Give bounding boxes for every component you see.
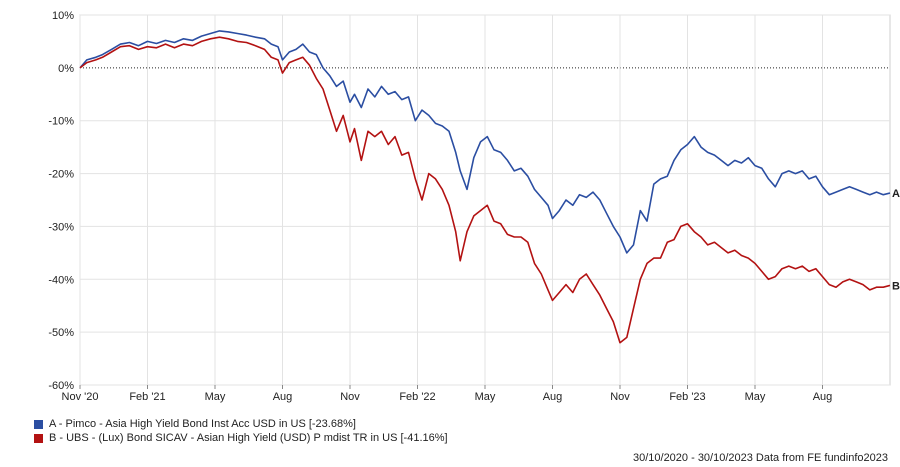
x-tick-label: Aug — [813, 391, 833, 403]
legend-entry-a: A - Pimco - Asia High Yield Bond Inst Ac… — [34, 417, 448, 431]
y-tick-label: 10% — [52, 10, 74, 22]
x-tick-label: Feb '23 — [669, 391, 705, 403]
y-tick-label: -60% — [48, 380, 74, 392]
line-chart: 10% 0% -10% -20% -30% -40% -50% -60% Nov '20 Feb… — [48, 10, 900, 403]
legend-label-a: A - Pimco - Asia High Yield Bond Inst Ac… — [49, 418, 356, 430]
legend-swatch-b — [34, 433, 43, 443]
series-line-b — [79, 36, 891, 344]
x-tick-label: Nov — [340, 391, 360, 403]
series-lines: AB — [79, 30, 900, 344]
series-end-label-b: B — [892, 280, 900, 292]
y-tick-label: -40% — [48, 274, 74, 286]
y-tick-label: -20% — [48, 169, 74, 181]
x-tick-label: May — [745, 391, 766, 403]
x-tick-label: Nov '20 — [62, 391, 99, 403]
y-tick-label: -50% — [48, 327, 74, 339]
series-end-label-a: A — [892, 188, 900, 200]
y-axis-ticks: 10% 0% -10% -20% -30% -40% -50% -60% — [48, 10, 74, 392]
y-tick-label: -30% — [48, 221, 74, 233]
y-tick-label: -10% — [48, 116, 74, 128]
legend-label-b: B - UBS - (Lux) Bond SICAV - Asian High … — [49, 432, 448, 444]
x-axis-ticks: Nov '20 Feb '21 May Aug Nov Feb '22 May Aug Nov F… — [62, 385, 833, 403]
x-tick-label: May — [475, 391, 496, 403]
x-tick-label: Aug — [543, 391, 563, 403]
x-tick-label: Feb '22 — [399, 391, 435, 403]
x-tick-label: May — [205, 391, 226, 403]
legend: A - Pimco - Asia High Yield Bond Inst Ac… — [34, 417, 448, 445]
legend-swatch-a — [34, 419, 43, 429]
series-line-a — [79, 30, 891, 254]
y-tick-label: 0% — [58, 63, 74, 75]
x-tick-label: Feb '21 — [129, 391, 165, 403]
x-tick-label: Aug — [273, 391, 293, 403]
grid — [79, 14, 891, 386]
legend-entry-b: B - UBS - (Lux) Bond SICAV - Asian High … — [34, 431, 448, 445]
x-tick-label: Nov — [610, 391, 630, 403]
footer-source: 30/10/2020 - 30/10/2023 Data from FE fun… — [632, 452, 888, 464]
